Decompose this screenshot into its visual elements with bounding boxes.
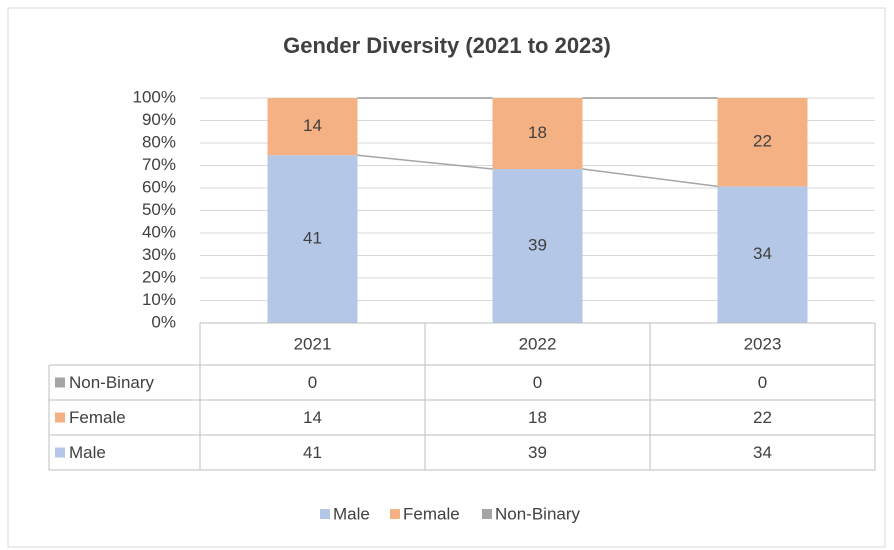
legend-key xyxy=(55,447,65,458)
data-label: 18 xyxy=(528,123,547,142)
table-row-label: Male xyxy=(69,443,106,462)
bar-segment xyxy=(717,186,808,323)
legend-key xyxy=(320,509,330,519)
legend-key xyxy=(390,509,400,519)
bar-segment xyxy=(717,98,808,187)
y-tick-label: 0% xyxy=(151,312,176,331)
y-tick-label: 20% xyxy=(142,267,176,286)
y-tick-label: 90% xyxy=(142,110,176,129)
y-tick-label: 40% xyxy=(142,222,176,241)
table-cell: 22 xyxy=(753,408,772,427)
table-cell: 14 xyxy=(303,408,322,427)
table-cell: 0 xyxy=(533,373,542,392)
data-label: 41 xyxy=(303,229,322,248)
legend-key xyxy=(55,412,65,423)
legend-label: Male xyxy=(333,504,370,523)
table-cell: 0 xyxy=(758,373,767,392)
data-label: 39 xyxy=(528,236,547,255)
table-row-label: Female xyxy=(69,408,126,427)
bar-segment xyxy=(267,155,358,323)
series-line xyxy=(582,168,718,188)
y-tick-label: 80% xyxy=(142,132,176,151)
table-cell: 34 xyxy=(753,443,772,462)
legend-key xyxy=(482,509,492,519)
y-tick-label: 60% xyxy=(142,177,176,196)
y-tick-label: 70% xyxy=(142,155,176,174)
table-cell: 41 xyxy=(303,443,322,462)
table-row-label: Non-Binary xyxy=(69,373,155,392)
bar-segment xyxy=(492,169,583,323)
chart-title: Gender Diversity (2021 to 2023) xyxy=(283,33,611,58)
y-tick-label: 30% xyxy=(142,245,176,264)
x-tick-label: 2023 xyxy=(744,334,782,353)
bar-segment xyxy=(492,98,583,170)
y-tick-label: 100% xyxy=(133,87,176,106)
data-label: 34 xyxy=(753,244,772,263)
bar-segment xyxy=(267,98,358,156)
series-line xyxy=(357,154,493,170)
x-tick-label: 2021 xyxy=(294,334,332,353)
table-cell: 0 xyxy=(308,373,317,392)
data-label: 22 xyxy=(753,132,772,151)
x-tick-label: 2022 xyxy=(519,334,557,353)
legend-key xyxy=(55,377,65,388)
table-cell: 39 xyxy=(528,443,547,462)
y-tick-label: 10% xyxy=(142,290,176,309)
legend-label: Non-Binary xyxy=(495,504,581,523)
legend-label: Female xyxy=(403,504,460,523)
data-label: 14 xyxy=(303,116,322,135)
table-cell: 18 xyxy=(528,408,547,427)
y-tick-label: 50% xyxy=(142,200,176,219)
